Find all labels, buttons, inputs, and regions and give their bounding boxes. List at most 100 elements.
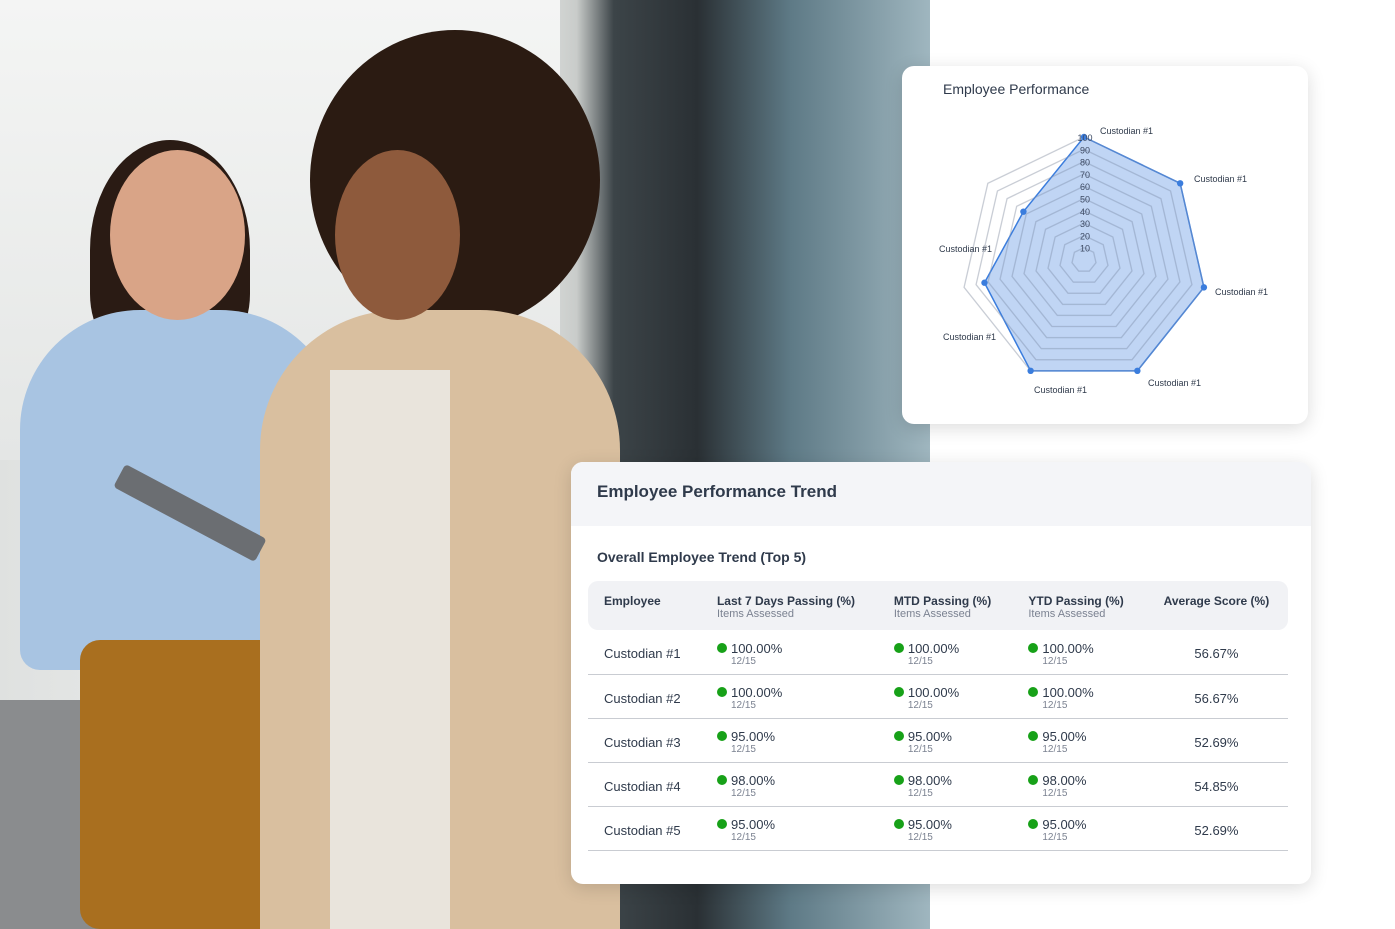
status-dot-icon xyxy=(1028,642,1039,653)
items-assessed: 12/15 xyxy=(730,744,756,755)
items-assessed: 12/15 xyxy=(907,832,933,843)
table-row: Custodian #5 95.00% 12/15 95.00% 12/15 95.00%… xyxy=(588,806,1288,851)
items-assessed: 12/15 xyxy=(907,744,933,755)
mtd-cell: 100.00% 12/15 xyxy=(877,674,1013,719)
passing-percent: 98.00% xyxy=(907,773,952,788)
grid-ring xyxy=(1035,209,1133,306)
tick-label: 50 xyxy=(1080,195,1090,205)
column-label: Last 7 Days Passing (%) xyxy=(716,594,856,608)
ytd-cell: 95.00% 12/15 xyxy=(1012,806,1145,851)
items-assessed: 12/15 xyxy=(1042,832,1068,843)
column-header: Last 7 Days Passing (%) Items Assessed xyxy=(701,581,878,630)
tick-label: 80 xyxy=(1080,158,1090,168)
status-dot-icon xyxy=(716,731,727,741)
grid-ring xyxy=(1059,234,1109,283)
items-assessed: 12/15 xyxy=(1042,788,1068,799)
items-assessed: 12/15 xyxy=(730,700,756,711)
grid-ring-overlay xyxy=(1023,197,1145,316)
data-point xyxy=(1027,367,1034,375)
status-dot-icon xyxy=(716,775,727,785)
tick-label: 30 xyxy=(1080,219,1090,229)
passing-percent: 100.00% xyxy=(1042,640,1094,656)
status-dot-icon xyxy=(716,642,727,653)
data-point xyxy=(1080,133,1088,141)
data-point xyxy=(981,279,988,286)
tick-label: 70 xyxy=(1080,170,1090,180)
trend-subtitle: Overall Employee Trend (Top 5) xyxy=(597,549,807,565)
radar-chart: 10 20 30 40 50 60 70 80 90 100 Custodian #1 Custodi… xyxy=(939,126,1268,395)
column-sublabel: Items Assessed xyxy=(716,608,795,620)
d7-cell: 100.00% 12/15 xyxy=(700,630,878,675)
grid-ring-overlay xyxy=(1071,247,1097,272)
column-sublabel: Items Assessed xyxy=(893,608,971,620)
status-dot-icon xyxy=(893,819,904,829)
trend-table: Employee Last 7 Days Passing (%) Items Ass… xyxy=(588,581,1288,851)
status-dot-icon xyxy=(716,819,727,829)
office-photo xyxy=(0,0,930,929)
items-assessed: 12/15 xyxy=(1042,700,1068,711)
column-header: Average Score (%) xyxy=(1145,581,1288,630)
d7-cell: 95.00% 12/15 xyxy=(700,718,878,763)
data-area xyxy=(983,136,1205,372)
grid-ring-overlay xyxy=(1047,222,1121,294)
ytd-cell: 95.00% 12/15 xyxy=(1012,718,1145,763)
grid-ring xyxy=(975,148,1193,361)
trend-title: Employee Performance Trend xyxy=(571,462,1311,526)
table-row: Custodian #3 95.00% 12/15 95.00% 12/15 95.00%… xyxy=(588,718,1288,763)
items-assessed: 12/15 xyxy=(907,788,933,799)
axis-label: Custodian #1 xyxy=(939,244,992,254)
table-row: Custodian #2 100.00% 12/15 100.00% 12/15 100.… xyxy=(588,674,1288,719)
mtd-cell: 100.00% 12/15 xyxy=(877,630,1013,675)
grid-ring-overlay xyxy=(999,173,1169,339)
employee-name: Custodian #3 xyxy=(588,718,701,763)
items-assessed: 12/15 xyxy=(907,700,933,711)
status-dot-icon xyxy=(893,642,904,653)
column-label: Average Score (%) xyxy=(1163,594,1270,608)
status-dot-icon xyxy=(893,775,904,785)
grid-ring-overlay xyxy=(975,148,1193,361)
table-row: Custodian #4 98.00% 12/15 98.00% 12/15 98.00%… xyxy=(588,762,1288,807)
passing-percent: 100.00% xyxy=(907,640,960,656)
status-dot-icon xyxy=(1028,775,1039,785)
passing-percent: 95.00% xyxy=(730,817,776,832)
grid-ring-overlay xyxy=(1059,234,1109,283)
items-assessed: 12/15 xyxy=(730,788,756,799)
grid-ring xyxy=(1071,246,1097,272)
radar-title: Employee Performance xyxy=(943,81,1090,97)
axis-label: Custodian #1 xyxy=(1034,385,1087,395)
status-dot-icon xyxy=(716,687,727,697)
d7-cell: 98.00% 12/15 xyxy=(700,762,878,807)
data-point xyxy=(1200,284,1208,291)
grid-ring-overlay xyxy=(1011,185,1157,327)
status-dot-icon xyxy=(893,687,904,697)
average-score: 52.69% xyxy=(1144,718,1288,763)
performance-trend-card: Employee Performance Trend Overall Emplo… xyxy=(571,462,1311,884)
passing-percent: 95.00% xyxy=(907,729,952,744)
passing-percent: 98.00% xyxy=(1042,773,1087,788)
average-score: 52.69% xyxy=(1144,806,1288,851)
employee-name: Custodian #1 xyxy=(588,630,701,675)
column-header: YTD Passing (%) Items Assessed xyxy=(1012,581,1144,630)
items-assessed: 12/15 xyxy=(1042,744,1068,755)
ytd-cell: 98.00% 12/15 xyxy=(1012,762,1145,807)
status-dot-icon xyxy=(1028,731,1039,741)
grid-ring xyxy=(987,160,1181,350)
grid-ring-overlay xyxy=(1035,210,1133,305)
data-point xyxy=(1134,367,1141,375)
average-score: 56.67% xyxy=(1144,630,1288,675)
tick-label: 40 xyxy=(1080,207,1090,217)
tick-label: 90 xyxy=(1080,145,1090,155)
items-assessed: 12/15 xyxy=(730,832,756,843)
column-sublabel: Items Assessed xyxy=(1028,608,1106,620)
status-dot-icon xyxy=(1028,687,1039,697)
tick-label: 60 xyxy=(1080,182,1090,192)
column-header: MTD Passing (%) Items Assessed xyxy=(878,581,1013,630)
axis-label: Custodian #1 xyxy=(1148,378,1201,388)
ytd-cell: 100.00% 12/15 xyxy=(1012,674,1145,719)
axis-label: Custodian #1 xyxy=(943,332,996,342)
status-dot-icon xyxy=(1028,819,1039,829)
mtd-cell: 95.00% 12/15 xyxy=(877,806,1013,851)
average-score: 56.67% xyxy=(1144,674,1288,719)
d7-cell: 100.00% 12/15 xyxy=(700,674,878,719)
passing-percent: 100.00% xyxy=(730,640,783,656)
